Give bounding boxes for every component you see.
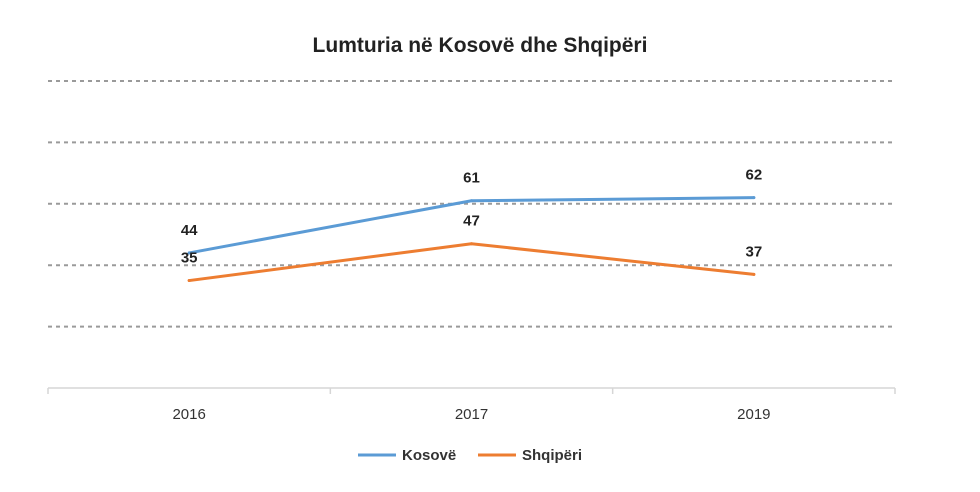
data-labels: 44 61 62 35 47 37 [181,167,762,267]
data-point [752,196,756,200]
legend-label: Kosovë [402,447,456,464]
gridlines [48,80,895,328]
x-tick-label: 2016 [172,406,205,423]
x-axis: 2016 2017 2019 [47,387,896,423]
series-group [187,196,756,283]
x-tick-label: 2019 [737,406,770,423]
data-label: 62 [745,167,762,184]
data-point [187,279,191,283]
data-point [187,251,191,255]
legend: Kosovë Shqipëri [358,447,582,464]
data-point [470,242,473,246]
data-point [752,272,756,276]
data-label: 47 [463,213,480,230]
legend-label: Shqipëri [522,447,582,464]
data-point [470,199,473,203]
x-tick-label: 2017 [455,406,488,423]
data-label: 35 [181,250,198,267]
data-label: 61 [463,170,480,187]
data-label: 44 [181,222,198,239]
series-line-shqipëri [187,242,756,283]
chart-title: Lumturia në Kosovë dhe Shqipëri [313,34,648,57]
data-label: 37 [745,243,762,260]
